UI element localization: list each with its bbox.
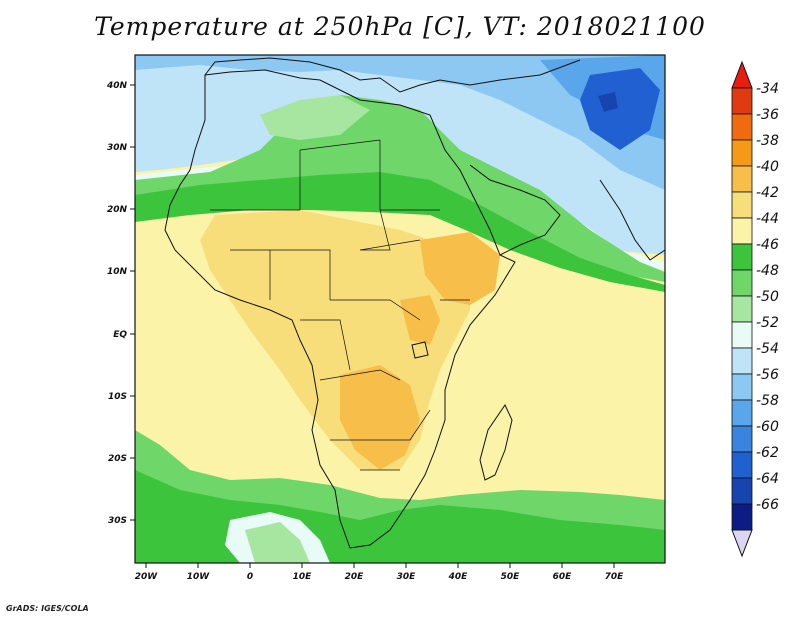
lon-label-40e: 40E <box>448 572 469 582</box>
lon-label-30e: 30E <box>397 572 417 582</box>
lon-label-10e: 10E <box>293 572 313 582</box>
field-cold-core-64 <box>598 92 618 112</box>
lon-label-0: 0 <box>247 572 253 582</box>
colorbar-label: -64 <box>756 471 779 487</box>
colorbar-label: -54 <box>756 341 779 357</box>
colorbar-box <box>731 139 753 167</box>
grads-credit: GrADS: IGES/COLA <box>6 604 89 613</box>
lat-label-20n: 20N <box>107 205 128 215</box>
lat-label-40n: 40N <box>106 81 128 91</box>
colorbar: -34 -36 -38 -40 -42 -44 -46 -48 -50 -52 -54 -56 -58 -… <box>731 60 779 558</box>
field-band-46 <box>135 172 665 292</box>
field-south-50 <box>245 522 310 563</box>
plot-frame <box>134 54 666 564</box>
field-warm-40-east <box>420 232 500 305</box>
lon-label-10w: 10W <box>187 572 211 582</box>
colorbar-label: -48 <box>756 263 779 279</box>
colorbar-label: -46 <box>756 237 779 253</box>
lat-label-20s: 20S <box>108 454 127 464</box>
colorbar-box <box>731 243 753 271</box>
coastlines <box>164 57 665 549</box>
temperature-field <box>135 55 665 563</box>
india-coastline <box>599 179 665 261</box>
field-patch-50 <box>260 95 370 140</box>
field-cold-north-56 <box>135 55 665 190</box>
colorbar-box <box>731 191 753 219</box>
colorbar-label: -40 <box>756 159 779 175</box>
colorbar-box <box>731 321 753 349</box>
colorbar-box <box>731 347 753 375</box>
colorbar-label: -50 <box>756 289 779 305</box>
colorbar-label: -42 <box>756 185 779 201</box>
colorbar-box <box>731 217 753 245</box>
colorbar-label: -62 <box>756 445 779 461</box>
colorbar-label: -58 <box>756 393 779 409</box>
interior-borders <box>210 139 470 471</box>
latitude-axis: 40N 30N 20N 10N EQ 10S 20S 30S <box>106 81 135 526</box>
field-warm-40-south <box>340 365 420 470</box>
lon-label-20e: 20E <box>345 572 365 582</box>
colorbar-box <box>731 113 753 141</box>
colorbar-box <box>731 295 753 323</box>
colorbar-box <box>731 269 753 297</box>
colorbar-box <box>731 477 753 505</box>
lon-label-20w: 20W <box>135 572 159 582</box>
colorbar-label: -52 <box>756 315 779 331</box>
colorbar-box <box>731 87 753 115</box>
colorbar-label: -66 <box>756 497 779 513</box>
longitude-axis: 20W 10W 0 10E 20E 30E 40E 50E 60E 70E <box>135 563 624 582</box>
colorbar-label: -56 <box>756 367 779 383</box>
colorbar-bottom-arrow <box>731 529 753 558</box>
lat-label-30n: 30N <box>107 143 128 153</box>
madagascar-outline <box>479 403 513 481</box>
colorbar-box <box>731 425 753 453</box>
arabia-coastline <box>469 164 561 256</box>
lon-label-60e: 60E <box>553 572 573 582</box>
colorbar-box <box>731 373 753 401</box>
field-cold-core-62 <box>580 68 660 150</box>
lat-label-30s: 30S <box>108 516 127 526</box>
colorbar-label: -34 <box>756 81 779 97</box>
africa-coastline <box>164 69 516 549</box>
colorbar-box <box>731 399 753 427</box>
lake-victoria-outline <box>411 341 429 359</box>
lon-label-50e: 50E <box>501 572 521 582</box>
lat-label-10s: 10S <box>108 392 127 402</box>
lat-label-eq: EQ <box>113 330 127 340</box>
colorbar-label: -60 <box>756 419 779 435</box>
map-title: Temperature at 250hPa [C], VT: 201802110… <box>94 12 706 41</box>
lon-label-70e: 70E <box>605 572 625 582</box>
colorbar-label: -44 <box>756 211 779 227</box>
colorbar-label: -38 <box>756 133 779 149</box>
colorbar-box <box>731 451 753 479</box>
colorbar-label: -36 <box>756 107 779 123</box>
colorbar-box <box>731 503 753 531</box>
mediterranean-north <box>204 57 581 93</box>
lat-label-10n: 10N <box>107 267 128 277</box>
colorbar-top-arrow <box>731 60 753 89</box>
colorbar-box <box>731 165 753 193</box>
